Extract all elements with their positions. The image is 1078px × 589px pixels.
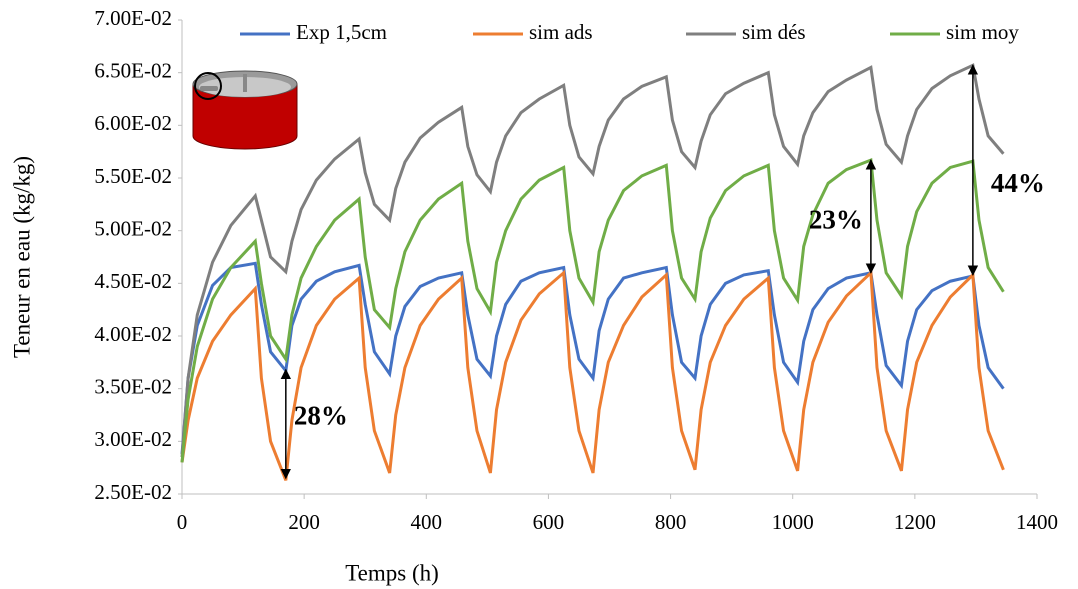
legend-label: Exp 1,5cm: [296, 20, 387, 44]
series-line: [180, 269, 1005, 481]
x-tick-label: 1200: [894, 510, 936, 534]
annotation-label: 44%: [991, 168, 1045, 198]
y-tick-label: 4.00E-02: [94, 322, 172, 346]
y-tick-label: 5.00E-02: [94, 216, 172, 240]
x-tick-label: 1000: [772, 510, 814, 534]
x-tick-label: 0: [177, 510, 188, 534]
y-tick-label: 2.50E-02: [94, 480, 172, 504]
annotation-label: 28%: [294, 401, 348, 431]
series-line: [180, 63, 1005, 458]
legend-label: sim dés: [742, 20, 806, 44]
y-tick-label: 6.00E-02: [94, 111, 172, 135]
y-axis-title: Teneur en eau (kg/kg): [9, 156, 34, 358]
cylinder-icon: [192, 70, 298, 150]
x-tick-label: 600: [533, 510, 565, 534]
legend-label: sim ads: [529, 20, 593, 44]
y-tick-label: 4.50E-02: [94, 269, 172, 293]
y-tick-label: 6.50E-02: [94, 58, 172, 82]
annotation-label: 23%: [809, 204, 863, 234]
x-axis-title: Temps (h): [345, 560, 439, 585]
x-tick-label: 200: [288, 510, 320, 534]
x-tick-label: 400: [411, 510, 443, 534]
y-tick-label: 7.00E-02: [94, 6, 172, 30]
y-tick-label: 3.50E-02: [94, 374, 172, 398]
legend-label: sim moy: [946, 20, 1019, 44]
x-tick-label: 1400: [1016, 510, 1058, 534]
y-tick-label: 5.50E-02: [94, 164, 172, 188]
y-tick-label: 3.00E-02: [94, 427, 172, 451]
x-tick-label: 800: [655, 510, 687, 534]
